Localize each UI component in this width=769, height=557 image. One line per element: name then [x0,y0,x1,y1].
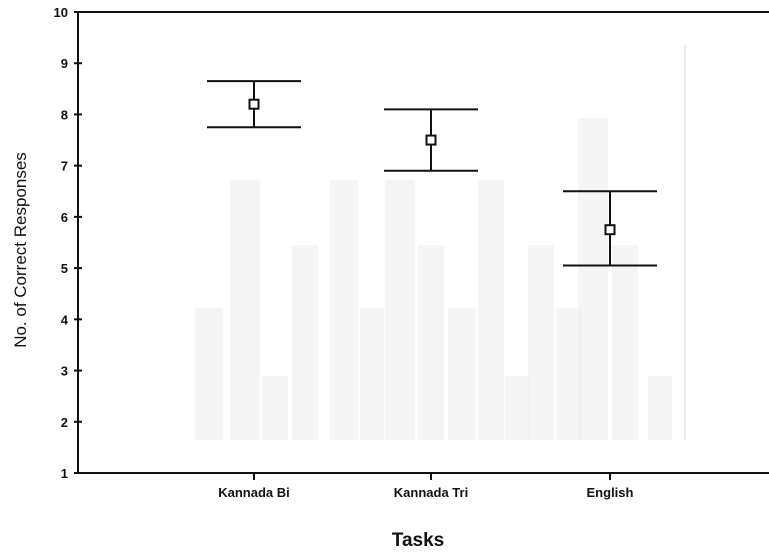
watermark-bar [418,245,444,440]
error-bar [384,108,478,172]
watermark-bar [262,376,288,440]
background-watermark [195,45,686,440]
y-tick-label: 7 [61,159,68,174]
y-tick-label: 3 [61,364,68,379]
watermark-bar [612,245,638,440]
error-bar [563,190,657,267]
y-axis-title: No. of Correct Responses [11,152,30,348]
x-axis-ticks: Kannada Bi Kannada Tri English [218,473,634,500]
watermark-bar [505,376,529,440]
y-tick-label: 9 [61,56,68,71]
y-tick-label: 1 [61,466,68,481]
x-axis-title: Tasks [392,530,444,551]
error-bars [207,80,657,267]
watermark-bar [292,245,318,440]
watermark-bar [648,376,672,440]
watermark-bar [556,308,582,440]
watermark-bar [195,308,223,440]
mean-marker [604,224,616,236]
y-tick-label: 5 [61,261,68,276]
y-tick-label: 4 [61,312,69,327]
y-tick-label: 10 [54,5,68,20]
x-tick-label: Kannada Bi [218,485,290,500]
x-tick-label: Kannada Tri [394,485,468,500]
y-tick-label: 6 [61,210,68,225]
watermark-bar [528,245,554,440]
x-tick-label: English [587,485,634,500]
watermark-bar [478,180,504,440]
watermark-bar [230,180,260,440]
watermark-bar [330,180,358,440]
error-bar [207,80,301,129]
watermark-bar [578,118,608,440]
mean-marker [425,134,437,146]
y-axis-ticks: 1 2 3 4 5 6 7 8 9 10 [54,5,82,481]
watermark-bar [360,308,384,440]
watermark-bar [448,308,476,440]
y-tick-label: 2 [61,415,68,430]
mean-marker [248,98,260,110]
y-tick-label: 8 [61,107,68,122]
watermark-bar [385,180,415,440]
